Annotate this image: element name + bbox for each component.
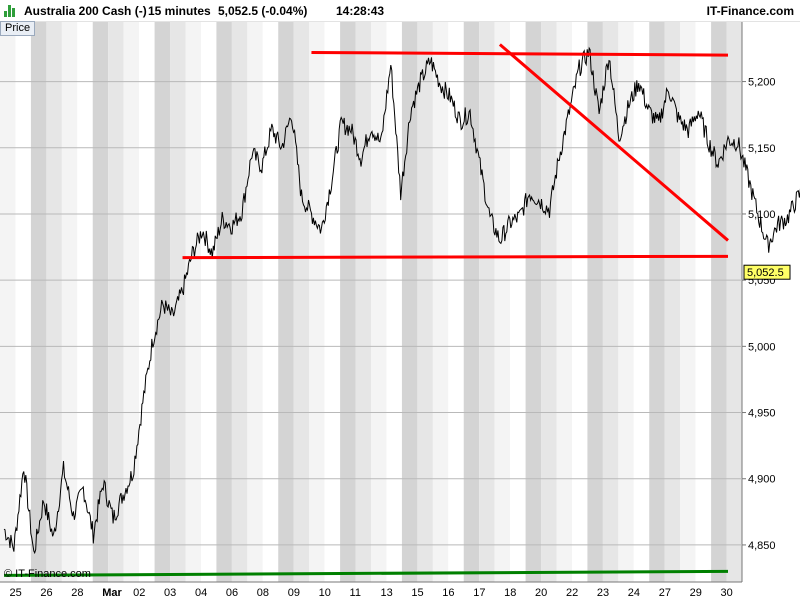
y-tick-label: 4,900 (748, 474, 776, 486)
session-band (355, 22, 371, 582)
session-band (324, 22, 341, 582)
session-band (170, 22, 186, 582)
session-band (247, 22, 263, 582)
last-price-marker: 5,052.5 (743, 264, 791, 280)
session-band (417, 22, 433, 582)
x-tick-label: 26 (40, 587, 52, 599)
y-tick-label: 5,100 (748, 209, 776, 221)
x-tick-label: 25 (9, 587, 21, 599)
session-band (556, 22, 572, 582)
session-band (602, 22, 619, 582)
session-band (664, 22, 681, 582)
x-tick-label: 04 (195, 587, 207, 599)
x-tick-label: 11 (350, 587, 361, 599)
x-tick-label: 02 (133, 587, 145, 599)
axis-background (742, 22, 800, 582)
y-tick-label: 5,150 (748, 143, 776, 155)
price-series (3, 46, 800, 555)
x-tick-label: 08 (257, 587, 269, 599)
session-band (340, 22, 356, 582)
x-tick-label: 27 (659, 587, 671, 599)
session-band (185, 22, 201, 582)
trendlines (3, 43, 729, 577)
trendline-neckline (182, 254, 729, 260)
x-tick-label: 28 (71, 587, 83, 599)
x-tick-label: 15 (411, 587, 423, 599)
app-logo-icon (4, 5, 18, 17)
session-band (293, 22, 310, 582)
x-tick-label: 09 (288, 587, 300, 599)
instrument-title: Australia 200 Cash (-) (24, 4, 147, 18)
y-tick-label: 5,000 (748, 341, 776, 353)
price-tab[interactable]: Price (0, 21, 36, 36)
session-band (525, 22, 542, 582)
timeframe-label: 15 minutes (148, 4, 211, 18)
x-tick-label: 23 (597, 587, 609, 599)
time-label: 14:28:43 (336, 4, 385, 18)
trendline-top (311, 50, 729, 57)
session-band (401, 22, 418, 582)
x-tick-label: Mar (102, 587, 122, 599)
x-tick-label: 20 (535, 587, 547, 599)
session-band (432, 22, 449, 582)
session-band (200, 22, 217, 582)
session-band (726, 22, 742, 582)
x-tick-label: 06 (226, 587, 238, 599)
last-price-label: 5,052.5 (747, 267, 784, 279)
session-band (139, 22, 155, 582)
session-band (108, 22, 124, 582)
chart-header: Australia 200 Cash (-) 15 minutes 5,052.… (0, 0, 800, 22)
session-band (571, 22, 588, 582)
session-band (649, 22, 665, 582)
session-band (618, 22, 634, 582)
x-axis: 25 26 28 Mar 02 03 04 06 08 09 10 11 13 15 16 17 18 20 22 2… (9, 587, 732, 599)
trendline-support (3, 569, 729, 577)
last-change-label: 5,052.5 (-0.04%) (218, 4, 308, 18)
session-band (541, 22, 557, 582)
x-tick-label: 22 (566, 587, 578, 599)
last-price-box (743, 264, 791, 280)
session-band (479, 22, 495, 582)
session-band (77, 22, 93, 582)
session-band (587, 22, 603, 582)
y-tick-label: 4,850 (748, 540, 776, 552)
session-band (309, 22, 325, 582)
session-band (46, 22, 62, 582)
y-tick-label: 4,950 (748, 408, 776, 420)
session-band (61, 22, 78, 582)
x-tick-label: 16 (442, 587, 454, 599)
session-band (371, 22, 387, 582)
x-tick-label: 18 (504, 587, 516, 599)
session-band (123, 22, 140, 582)
copyright-label: © IT-Finance.com (4, 568, 91, 580)
x-tick-label: 17 (473, 587, 485, 599)
session-band (216, 22, 232, 582)
brand-label: IT-Finance.com (706, 4, 794, 18)
trendline-descending (498, 43, 729, 242)
x-tick-label: 10 (319, 587, 331, 599)
session-band (463, 22, 480, 582)
x-tick-label: 03 (164, 587, 176, 599)
session-band (448, 22, 464, 582)
session-band (262, 22, 279, 582)
y-tick-label: 5,200 (748, 77, 776, 89)
session-band (15, 22, 31, 582)
x-tick-label: 24 (628, 587, 640, 599)
x-tick-label: 30 (721, 587, 733, 599)
session-band (92, 22, 109, 582)
session-band (695, 22, 712, 582)
session-band (0, 22, 16, 582)
session-band (231, 22, 248, 582)
session-band (711, 22, 727, 582)
x-tick-label: 13 (380, 587, 392, 599)
session-band (30, 22, 47, 582)
session-band (278, 22, 294, 582)
session-band (510, 22, 526, 582)
x-tick-label: 29 (690, 587, 702, 599)
session-band (494, 22, 511, 582)
price-line (3, 46, 800, 555)
session-band (680, 22, 696, 582)
